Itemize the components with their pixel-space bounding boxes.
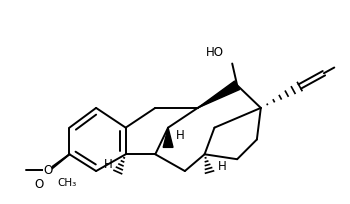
Text: CH₃: CH₃ xyxy=(58,178,77,188)
Text: H: H xyxy=(104,158,112,171)
Text: O: O xyxy=(43,164,52,176)
Text: H: H xyxy=(176,129,184,142)
Text: HO: HO xyxy=(206,46,224,59)
Text: O: O xyxy=(35,178,44,191)
Polygon shape xyxy=(198,81,240,108)
Polygon shape xyxy=(163,128,173,147)
Text: H: H xyxy=(218,160,227,173)
